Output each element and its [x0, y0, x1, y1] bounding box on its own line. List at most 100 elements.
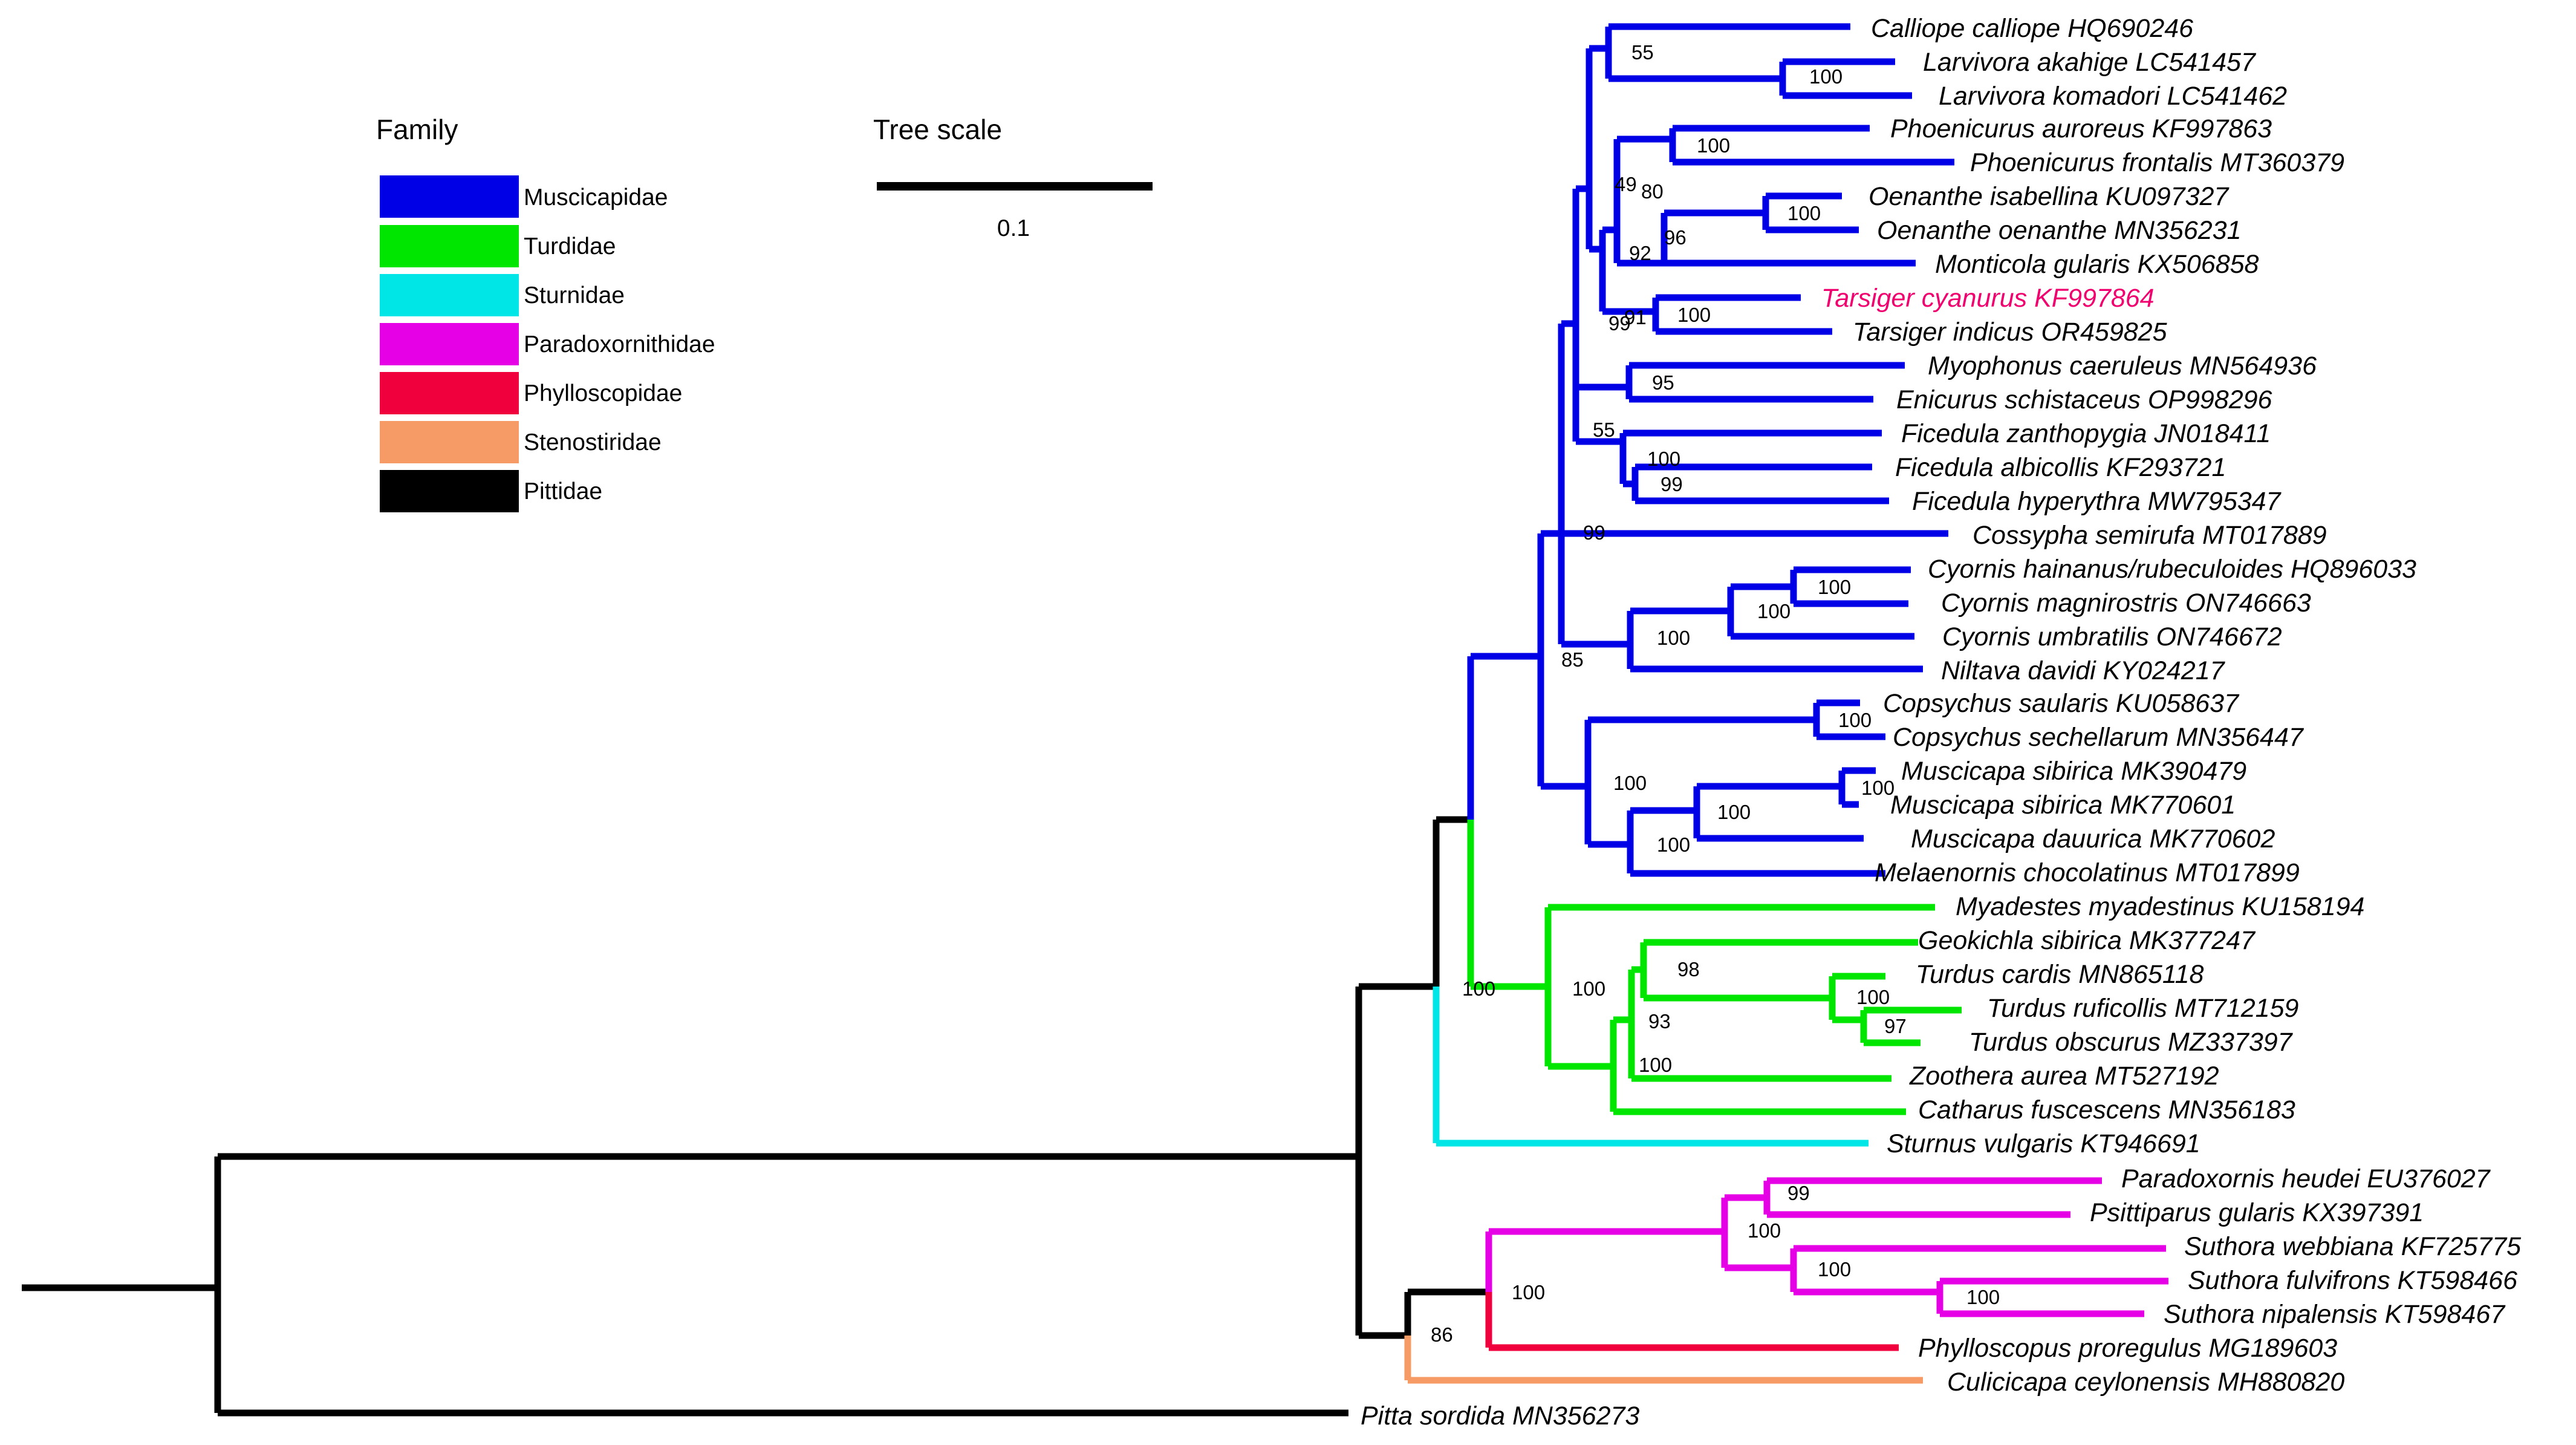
branches-turdidae	[1467, 820, 1962, 1115]
tip-label: Psittiparus gularis KX397391	[2090, 1198, 2424, 1227]
tip-label: Geokichla sibirica MK377247	[1918, 926, 2256, 955]
bootstrap-muscicapidae: 85	[1561, 648, 1584, 671]
tip-label: Turdus obscurus MZ337397	[1969, 1028, 2294, 1057]
tip-label: Suthora webbiana KF725775	[2184, 1232, 2522, 1261]
bootstrap-m-d: 99	[1608, 312, 1631, 334]
legend-label: Pittidae	[524, 478, 602, 504]
legend-swatch	[380, 323, 519, 365]
bootstrap-lar: 100	[1809, 65, 1843, 88]
tip-label: Muscicapa dauurica MK770602	[1911, 824, 2275, 853]
tip-label: Phylloscopus proregulus MG189603	[1918, 1334, 2337, 1363]
bootstrap-copsychus: 100	[1838, 709, 1872, 731]
bootstrap-muscicapa: 100	[1717, 801, 1751, 823]
tip-label-highlight: Tarsiger indicus OR459825	[1853, 318, 2168, 347]
bootstrap-musc-turd: 100	[1462, 977, 1495, 1000]
branches-pittidae	[22, 816, 1489, 1417]
tip-label: Phoenicurus auroreus KF997863	[1890, 114, 2272, 143]
bootstrap-phoenicurus: 100	[1697, 134, 1730, 157]
bootstrap-geok-zoo: 93	[1648, 1010, 1671, 1032]
legend-swatches	[380, 175, 519, 512]
bootstrap-musc-sib: 100	[1861, 777, 1895, 799]
tip-label: Zoothera aurea MT527192	[1909, 1062, 2219, 1091]
bootstrap-m-b: 92	[1629, 242, 1651, 264]
legend-swatch	[380, 175, 519, 218]
tip-label: Oenanthe isabellina KU097327	[1869, 182, 2230, 211]
legend-swatch	[380, 421, 519, 463]
bootstrap-paradox-psitt: 99	[1787, 1182, 1810, 1204]
bootstrap-myo-eni: 95	[1652, 371, 1674, 394]
bootstrap-geok-turdus: 98	[1677, 958, 1700, 980]
bootstrap-suth-fn: 100	[1966, 1286, 2000, 1308]
bootstrap-oenanthe: 100	[1787, 202, 1821, 224]
tip-label: Muscicapa sibirica MK770601	[1890, 791, 2236, 820]
legend-swatch	[380, 372, 519, 414]
tree-branches	[22, 23, 2168, 1417]
bootstrap-cal-lar: 55	[1631, 41, 1654, 64]
bootstrap-phoen-oen: 80	[1641, 180, 1664, 203]
branches-muscicapidae	[1467, 23, 1954, 877]
tip-label: Calliope calliope HQ690246	[1871, 14, 2193, 43]
tip-label: Copsychus saularis KU058637	[1883, 689, 2240, 718]
bootstrap-ficedula: 100	[1647, 448, 1680, 470]
tip-label: Suthora fulvifrons KT598466	[2188, 1266, 2517, 1295]
tip-label: Paradoxornis heudei EU376027	[2121, 1164, 2491, 1193]
bootstrap-turdus: 100	[1856, 986, 1890, 1008]
tip-label: Sturnus vulgaris KT946691	[1887, 1129, 2200, 1158]
tip-label: Cossypha semirufa MT017889	[1973, 521, 2327, 550]
tip-label: Tarsiger cyanurus KF997864	[1821, 284, 2155, 313]
bootstrap-cyornis-hm: 100	[1818, 576, 1851, 598]
branches-paradoxornithidae	[1485, 1177, 2168, 1317]
tip-label: Larvivora komadori LC541462	[1939, 82, 2287, 111]
bootstrap-cop-musc: 100	[1613, 772, 1647, 794]
tip-label: Culicicapa ceylonensis MH880820	[1947, 1368, 2344, 1397]
legend-label: Paradoxornithidae	[524, 331, 715, 357]
tip-label: Cyornis magnirostris ON746663	[1941, 589, 2311, 618]
legend-swatch	[380, 225, 519, 267]
tip-label: Melaenornis chocolatinus MT017899	[1875, 858, 2300, 887]
tip-label: Suthora nipalensis KT598467	[2164, 1300, 2506, 1329]
tip-label: Catharus fuscescens MN356183	[1918, 1095, 2295, 1124]
tip-label: Copsychus sechellarum MN356447	[1893, 723, 2304, 752]
tip-label: Cyornis umbratilis ON746672	[1942, 622, 2282, 651]
legend-swatch	[380, 470, 519, 512]
bootstrap-turd-cath: 100	[1639, 1054, 1672, 1076]
tip-label: Myadestes myadestinus KU158194	[1956, 892, 2364, 921]
bootstrap-turdus-ro: 97	[1884, 1015, 1907, 1037]
tip-label: Pitta sordida MN356273	[1361, 1401, 1639, 1430]
tree-scale-value: 0.1	[997, 215, 1030, 241]
bootstrap-fic-alb-hyp: 99	[1660, 473, 1683, 495]
bootstrap-m-f: 99	[1583, 521, 1605, 544]
tip-label: Ficedula albicollis KF293721	[1895, 453, 2226, 482]
tip-label: Myophonus caeruleus MN564936	[1928, 351, 2317, 380]
tip-label: Ficedula zanthopygia JN018411	[1901, 419, 2271, 448]
tip-label: Oenanthe oenanthe MN356231	[1877, 216, 2241, 245]
bootstrap-musc-mel: 100	[1657, 833, 1690, 856]
tip-label: Muscicapa sibirica MK390479	[1901, 757, 2246, 786]
branches-phylloscopidae	[1485, 1292, 1899, 1351]
branches-sturnidae	[1433, 987, 1869, 1147]
bootstrap-sylvioidea: 86	[1431, 1323, 1453, 1346]
legend-label: Phylloscopidae	[524, 380, 682, 406]
bootstrap-suthora: 100	[1818, 1258, 1851, 1280]
bootstrap-oen-mont: 96	[1664, 226, 1686, 249]
bootstrap-values: 55 100 100 100 96 80 100 95 99 100 100 1…	[1431, 41, 2000, 1346]
tip-label: Monticola gularis KX506858	[1935, 250, 2259, 279]
tip-label: Turdus ruficollis MT712159	[1987, 994, 2298, 1023]
tip-label: Cyornis hainanus/rubeculoides HQ896033	[1928, 555, 2416, 584]
bootstrap-para-phyl: 100	[1512, 1281, 1545, 1303]
legend-label: Muscicapidae	[524, 184, 668, 210]
bootstrap-cyornis-niltava: 100	[1657, 627, 1690, 649]
bootstrap-turdidae: 100	[1572, 977, 1605, 1000]
legend-swatch	[380, 274, 519, 316]
tree-scale-title: Tree scale	[873, 114, 1002, 145]
bootstrap-cyornis: 100	[1757, 600, 1791, 622]
bootstrap-m-e: 55	[1593, 419, 1615, 441]
tip-label: Phoenicurus frontalis MT360379	[1970, 148, 2344, 177]
bootstrap-m-c: 91	[1624, 306, 1647, 328]
tip-label: Turdus cardis MN865118	[1916, 960, 2204, 989]
legend-label: Turdidae	[524, 233, 616, 259]
branches-stenostiridae	[1404, 1336, 1923, 1384]
legend-label: Stenostiridae	[524, 429, 662, 455]
bootstrap-paradoxornithidae: 100	[1748, 1219, 1781, 1242]
